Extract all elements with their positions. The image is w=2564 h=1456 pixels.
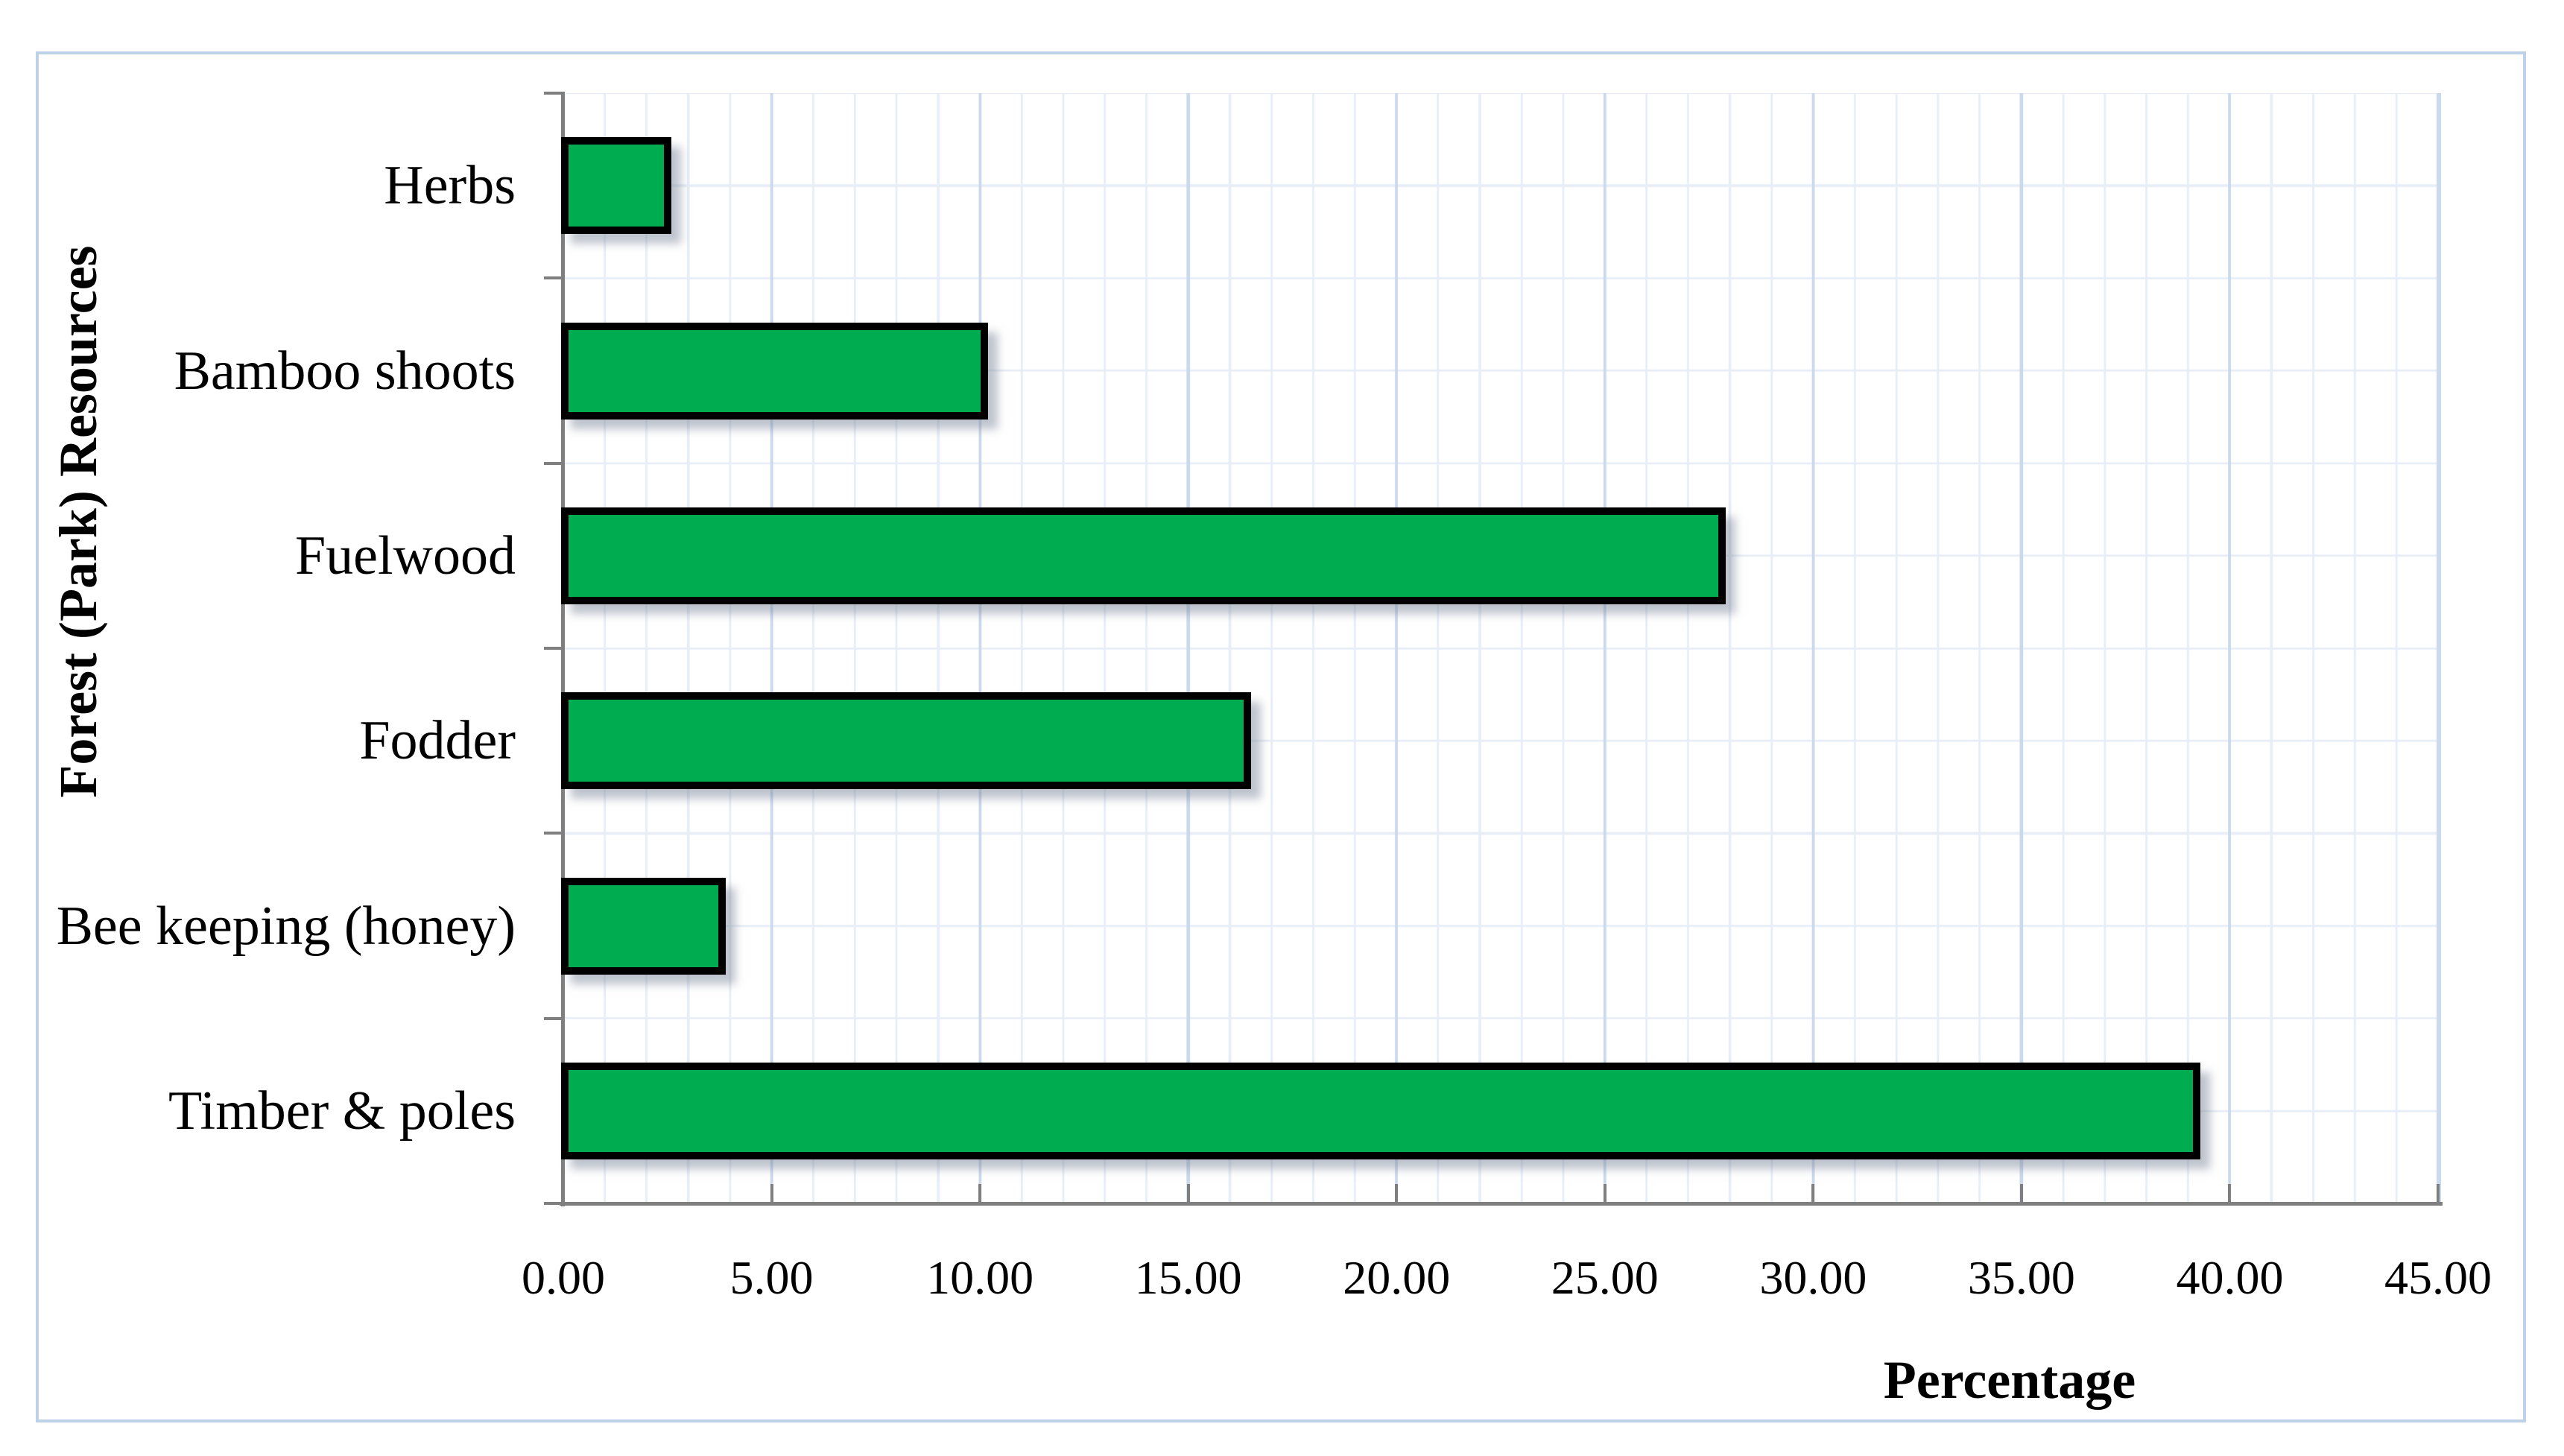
x-tick-label: 35.00 [1967, 1251, 2075, 1304]
category-label-bamboo-shoots: Bamboo shoots [174, 340, 516, 402]
x-tick-label: 30.00 [1759, 1251, 1867, 1304]
category-label-timber-poles: Timber & poles [168, 1080, 516, 1142]
x-tick-label: 10.00 [926, 1251, 1034, 1304]
x-tick-label: 15.00 [1134, 1251, 1242, 1304]
x-axis-title: Percentage [1883, 1350, 2136, 1410]
category-label-herbs: Herbs [384, 155, 516, 217]
y-axis-tick [544, 1016, 563, 1020]
x-tick-label: 5.00 [729, 1251, 814, 1304]
x-axis-tick [1395, 1184, 1399, 1203]
x-axis-tick [562, 1184, 565, 1203]
bar-bee-keeping-honey [561, 877, 727, 975]
y-axis-tick [544, 461, 563, 465]
x-axis-tick [2437, 1184, 2440, 1203]
x-tick-label: 0.00 [522, 1251, 605, 1304]
category-label-bee-keeping-honey: Bee keeping (honey) [56, 895, 516, 957]
bar-fuelwood [561, 507, 1726, 604]
x-axis-line [560, 1202, 2443, 1206]
plot-area [563, 93, 2441, 1203]
x-axis-tick [770, 1184, 773, 1203]
x-tick-label: 20.00 [1343, 1251, 1451, 1304]
x-axis-tick [1811, 1184, 1815, 1203]
bar-bamboo-shoots [561, 322, 989, 420]
y-axis-tick [544, 1202, 563, 1205]
x-tick-label: 25.00 [1551, 1251, 1659, 1304]
x-axis-tick [2228, 1184, 2232, 1203]
x-axis-tick [1603, 1184, 1607, 1203]
bar-fodder [561, 692, 1251, 790]
y-axis-tick [544, 276, 563, 280]
x-tick-label: 40.00 [2176, 1251, 2284, 1304]
y-axis-tick [544, 92, 563, 95]
x-axis-tick [1186, 1184, 1190, 1203]
y-axis-tick [544, 647, 563, 650]
category-label-fuelwood: Fuelwood [295, 525, 516, 586]
y-axis-tick [544, 832, 563, 835]
bar-herbs [561, 137, 672, 235]
x-tick-label: 45.00 [2384, 1251, 2492, 1304]
bar-timber-poles [561, 1062, 2201, 1159]
x-axis-tick [978, 1184, 982, 1203]
category-label-fodder: Fodder [359, 710, 516, 772]
x-axis-tick [2019, 1184, 2023, 1203]
